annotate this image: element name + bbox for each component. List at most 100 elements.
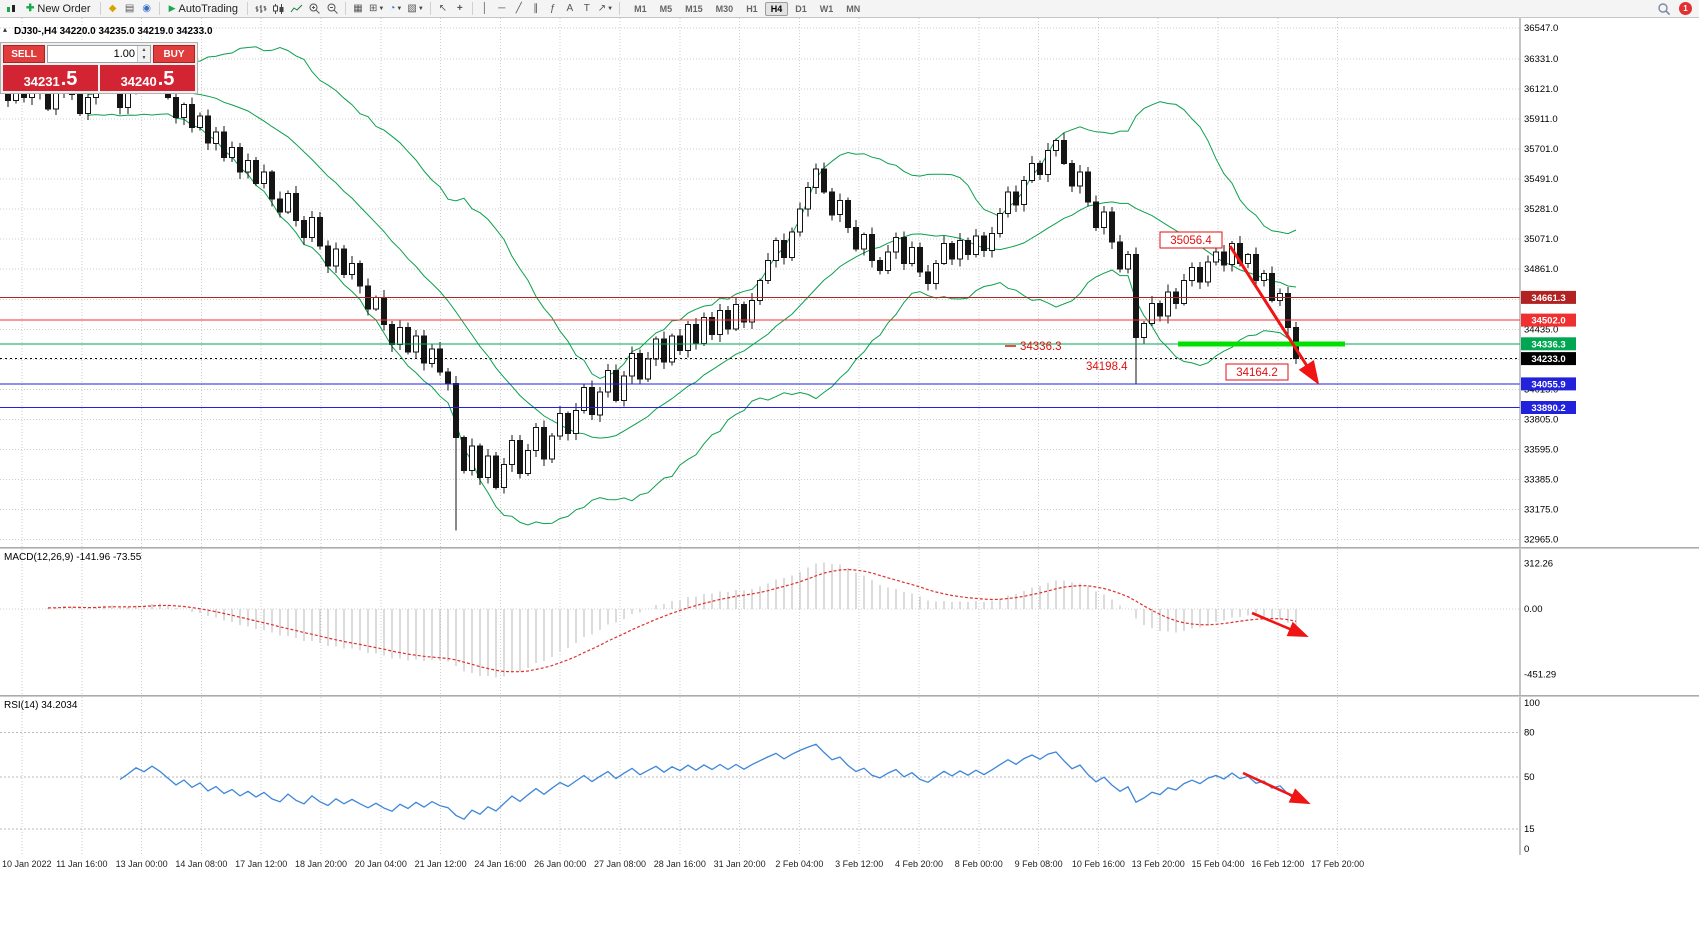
main-chart-canvas[interactable]: 35056.4 34336.3 34198.4 34164.2 36547.0 36331… (0, 18, 1699, 547)
svg-text:80: 80 (1524, 728, 1535, 739)
chart-workspace: 35056.4 34336.3 34198.4 34164.2 36547.0 36331… (0, 18, 1699, 942)
svg-text:34661.3: 34661.3 (1531, 293, 1565, 304)
date-label: 17 Jan 12:00 (235, 859, 288, 869)
timeframe-h1-button[interactable]: H1 (746, 3, 758, 14)
search-icon[interactable] (1655, 1, 1673, 17)
svg-text:32965.0: 32965.0 (1524, 535, 1558, 546)
macd-panel[interactable]: MACD(12,26,9) -141.96 -73.55 312.26 0.00 -4… (0, 549, 1699, 695)
rsi-axis-labels: 100 80 50 15 0 (1524, 698, 1540, 855)
panel-splitter[interactable] (0, 547, 1699, 549)
timeframe-h4-button[interactable]: H4 (764, 1, 789, 16)
crosshair-button[interactable]: + (456, 3, 463, 14)
buy-price-button[interactable]: 34240 .5 (100, 65, 195, 91)
price-axis-badge: 34336.3 (1521, 337, 1576, 351)
step-up-icon[interactable]: ▲ (138, 46, 150, 54)
cursor-button[interactable]: ↖ (438, 3, 447, 14)
macd-signal-line (47, 568, 1297, 673)
buy-button[interactable]: BUY (153, 45, 195, 63)
svg-text:33175.0: 33175.0 (1524, 505, 1558, 516)
trendline-button[interactable]: ╱ (515, 3, 522, 14)
text-tool-button[interactable]: A (566, 3, 574, 14)
annotations: 35056.4 34336.3 34198.4 34164.2 (1005, 231, 1320, 386)
buy-price-frac: .5 (157, 68, 175, 90)
rsi-label: RSI(14) 34.2034 (4, 700, 78, 711)
sell-price-button[interactable]: 34231 .5 (3, 65, 98, 91)
date-label: 28 Jan 16:00 (653, 859, 706, 869)
zoom-in-button[interactable] (306, 1, 323, 17)
date-label: 27 Jan 08:00 (593, 859, 647, 869)
svg-text:33805.0: 33805.0 (1524, 415, 1558, 426)
date-label: 10 Feb 16:00 (1071, 859, 1125, 869)
svg-text:312.26: 312.26 (1524, 559, 1553, 570)
line-chart-button[interactable] (288, 1, 305, 17)
timeframe-m30-button[interactable]: M30 (715, 3, 734, 14)
arrows-tool-button[interactable]: ↗ ▼ (597, 3, 614, 14)
svg-text:33595.0: 33595.0 (1524, 445, 1558, 456)
new-order-button[interactable]: ✚ New Order (21, 1, 96, 17)
price-axis-badge: 34233.0 (1521, 352, 1576, 366)
date-label: 31 Jan 20:00 (713, 859, 766, 869)
print-icon[interactable]: ▤ (124, 3, 135, 14)
price-annotation-box: 34164.2 (1225, 363, 1289, 381)
date-label: 18 Jan 20:00 (294, 859, 348, 869)
experts-icon[interactable]: ◉ (142, 3, 151, 14)
candlestick-chart-button[interactable] (270, 1, 287, 17)
svg-text:36121.0: 36121.0 (1524, 84, 1558, 95)
price-axis-badge: 34055.9 (1521, 377, 1576, 391)
chevron-down-icon: ▼ (607, 5, 614, 12)
date-label: 13 Jan 00:00 (115, 859, 168, 869)
zoom-out-button[interactable] (324, 1, 341, 17)
volume-input[interactable] (48, 46, 137, 62)
timeframe-mn-button[interactable]: MN (846, 3, 861, 14)
svg-text:35071.0: 35071.0 (1524, 234, 1558, 245)
horizontal-line-button[interactable]: ─ (498, 3, 506, 14)
svg-text:35281.0: 35281.0 (1524, 204, 1558, 215)
notification-badge[interactable]: 1 (1679, 2, 1692, 15)
timeframe-d1-button[interactable]: D1 (795, 3, 807, 14)
indicators-button[interactable]: ⊞ ▼ (369, 3, 385, 14)
one-click-trading-panel: SELL ▲ ▼ BUY 34231 .5 34240 .5 (0, 42, 198, 94)
toolbar-separator (247, 2, 249, 15)
timeframe-m5-button[interactable]: M5 (659, 3, 673, 14)
templates-dropdown-button[interactable]: ▧ ▼ (407, 3, 424, 14)
one-click-toggle-icon[interactable]: ▴ (3, 25, 8, 34)
svg-text:0: 0 (1524, 844, 1529, 855)
fibonacci-button[interactable]: ƒ (550, 3, 556, 14)
svg-text:35701.0: 35701.0 (1524, 144, 1558, 155)
chevron-down-icon: ▼ (417, 5, 424, 12)
toolbar-right-group: 1 (1655, 1, 1696, 17)
timeframe-m1-button[interactable]: M1 (634, 3, 647, 14)
mql-community-icon[interactable]: ◆ (108, 3, 117, 14)
sell-button[interactable]: SELL (3, 45, 45, 63)
autotrading-label: AutoTrading (178, 2, 239, 15)
svg-text:34233.0: 34233.0 (1531, 354, 1565, 365)
text-label-button[interactable]: T (583, 3, 590, 14)
panel-splitter[interactable] (0, 695, 1699, 697)
toolbar-separator (619, 2, 621, 15)
date-label: 9 Feb 08:00 (1014, 859, 1063, 869)
step-down-icon[interactable]: ▼ (138, 54, 150, 62)
vertical-line-button[interactable]: │ (481, 3, 488, 14)
price-annotation: 34336.3 (1020, 341, 1062, 353)
svg-text:100: 100 (1524, 698, 1540, 709)
autotrading-button[interactable]: ▶ AutoTrading (164, 1, 243, 17)
chart-window-icon (3, 1, 20, 17)
date-label: 13 Feb 20:00 (1131, 859, 1185, 869)
rsi-panel[interactable]: RSI(14) 34.2034 100 80 50 15 0 (0, 697, 1699, 855)
tile-windows-button[interactable]: ▦ (353, 3, 363, 14)
timeframe-m15-button[interactable]: M15 (685, 3, 703, 14)
date-label: 15 Feb 04:00 (1191, 859, 1245, 869)
timeframe-w1-button[interactable]: W1 (819, 3, 834, 14)
svg-text:34502.0: 34502.0 (1531, 316, 1565, 327)
date-label: 26 Jan 00:00 (534, 859, 587, 869)
time-axis[interactable]: 10 Jan 2022 11 Jan 16:00 13 Jan 00:00 14 Ja… (0, 857, 1699, 873)
bar-chart-button[interactable] (252, 1, 269, 17)
volume-stepper[interactable]: ▲ ▼ (137, 46, 150, 62)
price-annotation-box: 35056.4 (1159, 231, 1223, 249)
svg-text:34055.9: 34055.9 (1531, 379, 1565, 390)
date-label: 21 Jan 12:00 (414, 859, 467, 869)
channel-button[interactable]: ∥ (533, 3, 539, 14)
trend-arrow (1251, 611, 1309, 638)
periods-dropdown-button[interactable]: ◔ ▼ (389, 3, 403, 14)
date-label: 10 Jan 2022 (2, 859, 52, 869)
